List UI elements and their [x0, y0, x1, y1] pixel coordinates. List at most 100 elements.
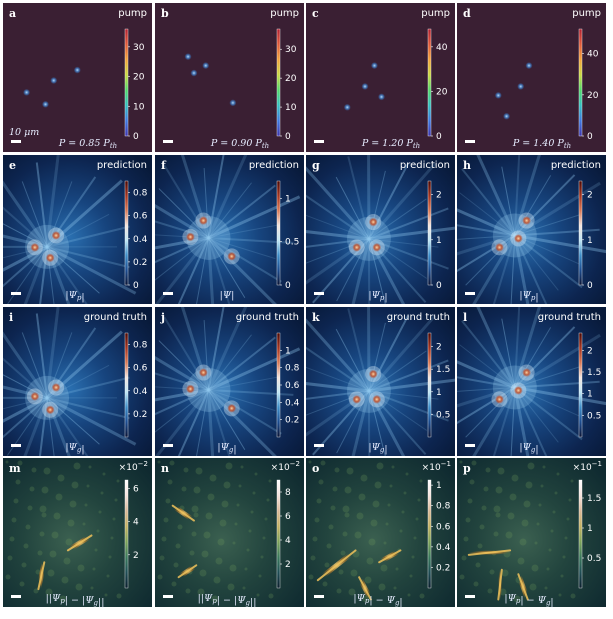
colorbar-tick-label: 40	[436, 43, 448, 53]
colorbar	[428, 333, 431, 437]
colorbar	[579, 181, 582, 285]
residual-speckle	[375, 482, 382, 489]
residual-speckle	[535, 542, 538, 545]
residual-speckle	[230, 565, 237, 572]
colorbar-tick-label: 0.2	[285, 416, 299, 426]
pump-power-label: P = 0.85 Pth	[58, 138, 117, 150]
residual-speckle	[174, 563, 179, 568]
residual-speckle	[170, 461, 175, 466]
residual-speckle	[388, 504, 391, 507]
residual-speckle	[97, 530, 100, 533]
residual-speckle	[381, 565, 388, 572]
residual-speckle	[64, 558, 71, 565]
residual-speckle	[319, 480, 324, 485]
residual-speckle	[78, 565, 85, 572]
residual-speckle	[168, 480, 173, 485]
colorbar	[277, 480, 280, 588]
residual-speckle	[508, 513, 515, 520]
pump-power-label: P = 0.90 Pth	[210, 138, 269, 150]
residual-speckle	[484, 487, 489, 492]
pump-spot	[50, 77, 57, 84]
pump-spot	[42, 101, 49, 108]
condensate-spot	[369, 218, 378, 227]
residual-speckle	[58, 475, 65, 482]
residual-speckle	[42, 487, 49, 494]
residual-speckle	[420, 480, 423, 483]
residual-speckle	[559, 594, 562, 597]
residual-speckle	[392, 466, 395, 469]
panel-background	[306, 3, 455, 152]
panel-background	[155, 3, 304, 152]
residual-speckle	[162, 537, 167, 542]
colorbar-tick-label: 6	[285, 512, 291, 522]
colorbar-tick-label: 10	[285, 103, 297, 113]
residual-speckle	[200, 570, 207, 577]
residual-speckle	[528, 463, 535, 470]
colorbar-tick-label: 0.8	[133, 189, 148, 199]
panel-title: pump	[118, 8, 147, 19]
colorbar-tick-label: 2	[133, 551, 139, 561]
residual-speckle	[85, 504, 88, 507]
residual-speckle	[196, 468, 203, 475]
residual-speckle	[476, 563, 481, 568]
panel-quantity-label: |Ψ|	[220, 290, 235, 301]
scale-bar	[465, 444, 475, 447]
residual-speckle	[474, 582, 479, 587]
condensate-spot	[352, 243, 361, 252]
residual-speckle	[345, 487, 352, 494]
residual-speckle	[563, 556, 566, 559]
panel-letter: b	[161, 7, 169, 20]
condensate-spot	[227, 252, 236, 261]
residual-speckle	[341, 551, 346, 556]
colorbar	[579, 29, 582, 136]
panel-title: pump	[270, 8, 299, 19]
residual-speckle	[117, 480, 120, 483]
residual-speckle	[247, 549, 250, 552]
colorbar-tick-label: 0.5	[436, 410, 450, 420]
pump-spot	[371, 62, 378, 69]
condensate-spot	[52, 383, 61, 392]
pump-spot	[202, 62, 209, 69]
residual-speckle	[105, 594, 108, 597]
residual-speckle	[486, 468, 491, 473]
residual-speckle	[462, 556, 467, 561]
pump-spot	[74, 67, 81, 74]
residual-speckle	[357, 513, 364, 520]
colorbar-tick-label: 20	[436, 87, 448, 97]
residual-speckle	[460, 575, 465, 580]
panel-title: ground truth	[538, 312, 601, 323]
pump-power-label: P = 1.40 Pth	[512, 138, 571, 150]
panel-title: ground truth	[387, 312, 450, 323]
residual-speckle	[253, 492, 256, 495]
scale-bar	[163, 595, 173, 598]
residual-speckle	[40, 532, 45, 537]
panel-background	[3, 155, 152, 304]
residual-speckle	[218, 539, 225, 546]
residual-speckle	[333, 487, 338, 492]
residual-speckle	[323, 582, 328, 587]
scale-bar	[314, 292, 324, 295]
colorbar-tick-label: 2	[436, 191, 442, 201]
residual-speckle	[373, 501, 380, 508]
colorbar-tick-label: 0.6	[436, 522, 451, 532]
residual-speckle	[160, 556, 165, 561]
panel-letter: p	[463, 462, 471, 475]
residual-speckle	[194, 513, 199, 518]
residual-speckle	[178, 525, 183, 530]
residual-speckle	[206, 513, 213, 520]
residual-speckle	[228, 584, 235, 591]
colorbar-tick-label: 0.4	[133, 235, 148, 245]
residual-speckle	[496, 487, 503, 494]
residual-speckle	[16, 480, 21, 485]
scale-bar-label: 10 μm	[9, 127, 39, 138]
residual-speckle	[103, 473, 106, 476]
residual-speckle	[182, 487, 187, 492]
residual-speckle	[343, 532, 348, 537]
condensate-spot	[514, 386, 523, 395]
colorbar-tick-label: 0	[133, 132, 139, 142]
condensate-spot	[495, 395, 504, 404]
colorbar-tick-label: 0	[587, 281, 593, 291]
residual-speckle	[214, 577, 221, 584]
residual-speckle	[365, 577, 372, 584]
